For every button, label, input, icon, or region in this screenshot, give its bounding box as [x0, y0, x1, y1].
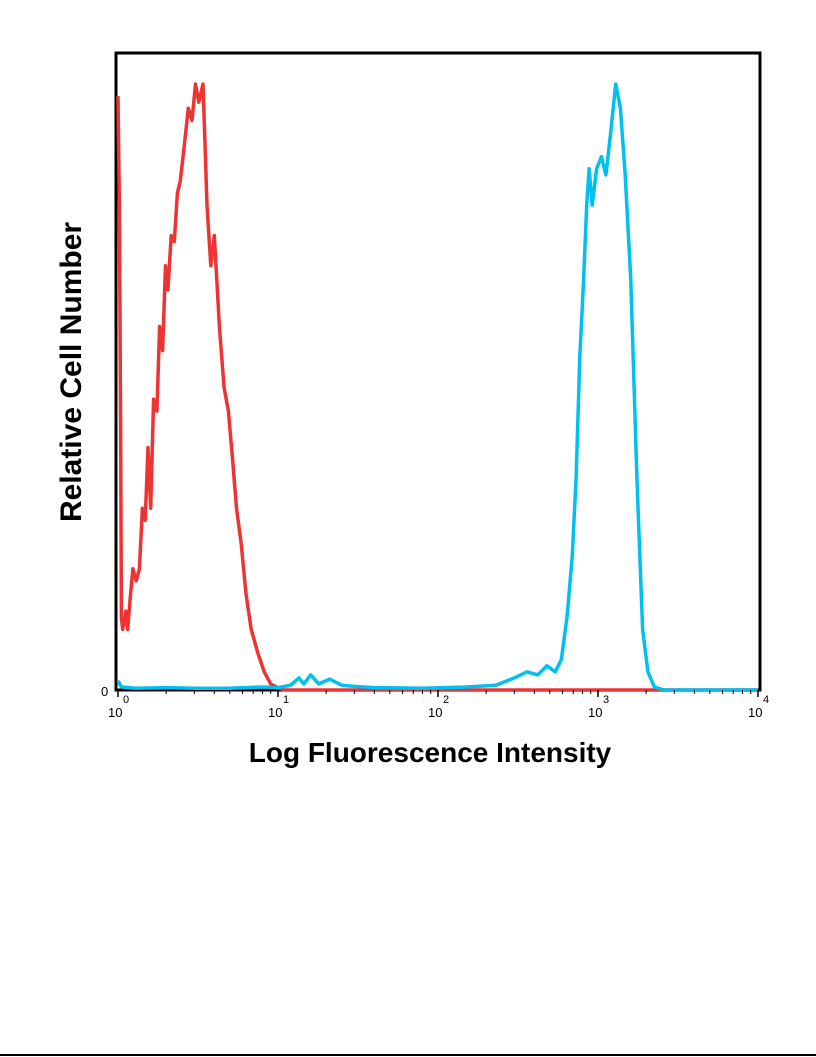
x-tick-label-exponent: 2: [443, 694, 449, 706]
histogram-series-1: [116, 82, 758, 692]
plot-frame: [114, 51, 762, 692]
x-tick-label-base: 10: [428, 705, 442, 720]
x-tick-label-exponent: 4: [763, 694, 769, 706]
y-axis-label: Relative Cell Number: [55, 222, 88, 522]
y-zero-label: 0: [101, 684, 108, 699]
x-tick-label-exponent: 3: [603, 694, 609, 706]
x-tick-label-base: 10: [108, 705, 122, 720]
page-bottom-rule: [0, 1054, 816, 1056]
x-tick-label-exponent: 1: [283, 694, 289, 706]
x-tick-label-exponent: 0: [123, 694, 129, 706]
x-tick-label-base: 10: [588, 705, 602, 720]
histogram-series-2: [116, 82, 758, 692]
x-tick-label-base: 10: [268, 705, 282, 720]
series-layer: [116, 82, 758, 692]
x-tick-label-base: 10: [748, 705, 762, 720]
x-axis-label: Log Fluorescence Intensity: [249, 737, 612, 768]
